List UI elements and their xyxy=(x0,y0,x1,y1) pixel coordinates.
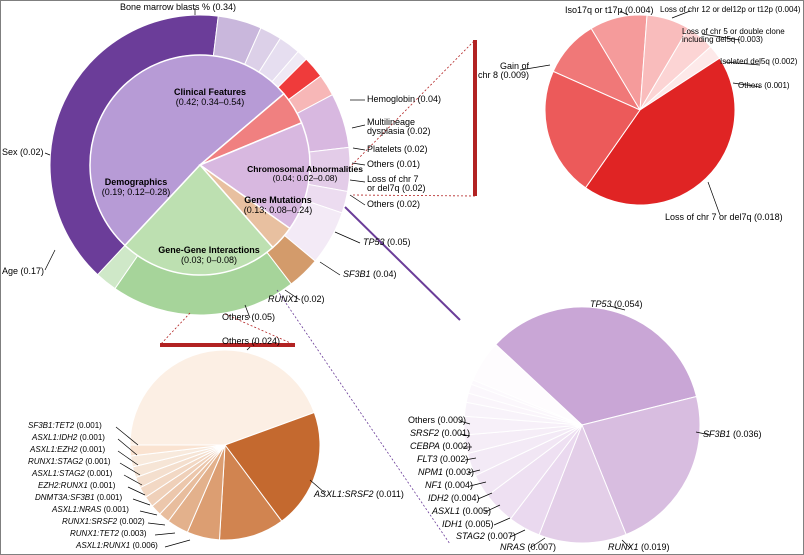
lbl-age: Age (0.17) xyxy=(2,267,44,277)
lbl-i-ezh2-runx1: EZH2:RUNX1 (0.001) xyxy=(38,482,115,491)
lbl-chrom: Chromosomal Abnormalities(0.04; 0.02–0.0… xyxy=(240,165,370,184)
lbl-hemoglobin: Hemoglobin (0.04) xyxy=(367,95,441,105)
lbl-c-loss5: Loss of chr 5 or double cloneincluding d… xyxy=(682,28,785,45)
lbl-runx1: RUNX1 (0.02) xyxy=(268,295,325,305)
lbl-g-cebpa: CEBPA (0.002) xyxy=(410,442,471,452)
lbl-genegene: Gene-Gene Interactions(0.03; 0–0.08) xyxy=(144,246,274,266)
lbl-g-flt3: FLT3 (0.002) xyxy=(417,455,468,465)
lbl-g-sf3b1: SF3B1 (0.036) xyxy=(703,430,762,440)
leader xyxy=(140,511,157,515)
lbl-g-asxl1: ASXL1 (0.005) xyxy=(432,507,491,517)
leader xyxy=(350,195,365,205)
lbl-c-others: Others (0.001) xyxy=(738,82,790,91)
lbl-c-loss12: Loss of chr 12 or del12p or t12p (0.004) xyxy=(660,6,801,15)
lbl-i-asxl-stag2: ASXL1:STAG2 (0.001) xyxy=(32,470,112,479)
leader xyxy=(494,518,510,525)
lbl-i-runx-stag2: RUNX1:STAG2 (0.001) xyxy=(28,458,111,467)
lbl-c-gain8: Gain ofchr 8 (0.009) xyxy=(478,62,529,81)
lbl-g-idh2: IDH2 (0.004) xyxy=(428,494,480,504)
leader xyxy=(320,262,340,275)
lbl-i-asxl-srsf2: ASXL1:SRSF2 (0.011) xyxy=(314,490,404,500)
lbl-i-runx-tet2: RUNX1:TET2 (0.003) xyxy=(70,530,146,539)
lbl-g-runx1: RUNX1 (0.019) xyxy=(608,543,670,553)
lbl-i-dnmt-sf3b1: DNMT3A:SF3B1 (0.001) xyxy=(35,494,122,503)
leader xyxy=(165,540,190,547)
lbl-others3: Others (0.05) xyxy=(222,313,275,323)
lbl-multilineage: Multilineagedysplasia (0.02) xyxy=(367,118,431,137)
lbl-i-asxl-idh2: ASXL1:IDH2 (0.001) xyxy=(32,434,105,443)
lbl-others2: Others (0.02) xyxy=(367,200,420,210)
lbl-others1: Others (0.01) xyxy=(367,160,420,170)
connector xyxy=(345,207,460,320)
connector xyxy=(353,195,475,196)
lbl-g-srsf2: SRSF2 (0.001) xyxy=(410,429,470,439)
lbl-platelets: Platelets (0.02) xyxy=(367,145,428,155)
lbl-clinical: Clinical Features(0.42; 0.34–0.54) xyxy=(150,88,270,108)
lbl-g-nf1: NF1 (0.004) xyxy=(425,481,473,491)
leader xyxy=(353,148,365,150)
leader xyxy=(155,533,175,535)
lbl-loss7: Loss of chr 7or del7q (0.02) xyxy=(367,175,426,194)
lbl-bone-marrow: Bone marrow blasts % (0.34) xyxy=(120,3,236,13)
lbl-i-runx-srsf2: RUNX1:SRSF2 (0.002) xyxy=(62,518,145,527)
lbl-tp53: TP53 (0.05) xyxy=(363,238,411,248)
leader xyxy=(335,232,360,243)
lbl-g-nras: NRAS (0.007) xyxy=(500,543,556,553)
lbl-sf3b1: SF3B1 (0.04) xyxy=(343,270,397,280)
lbl-sex: Sex (0.02) xyxy=(2,148,44,158)
lbl-i-others: Others (0.024) xyxy=(222,337,280,347)
lbl-g-stag2: STAG2 (0.007) xyxy=(456,532,516,542)
lbl-i-sf3b1-tet2: SF3B1:TET2 (0.001) xyxy=(28,422,102,431)
connector xyxy=(160,313,190,345)
lbl-g-npm1: NPM1 (0.003) xyxy=(418,468,474,478)
leader xyxy=(45,153,50,155)
lbl-i-asxl-nras: ASXL1:NRAS (0.001) xyxy=(52,506,129,515)
lbl-g-idh1: IDH1 (0.005) xyxy=(442,520,494,530)
leader xyxy=(352,125,365,128)
lbl-g-others: Others (0.009) xyxy=(408,416,466,426)
lbl-i-asxl-ezh2: ASXL1:EZH2 (0.001) xyxy=(30,446,105,455)
lbl-c-isodel5: Isolated del5q (0.002) xyxy=(720,58,797,67)
lbl-genemut: Gene Mutations(0.13; 0.08–0.24) xyxy=(228,196,328,216)
lbl-c-iso17: Iso17q or t17p (0.004) xyxy=(565,6,654,16)
leader xyxy=(45,250,55,270)
leader xyxy=(148,523,165,525)
lbl-g-tp53: TP53 (0.054) xyxy=(590,300,643,310)
lbl-i-asxl-runx1: ASXL1:RUNX1 (0.006) xyxy=(76,542,158,551)
lbl-demo: Demographics(0.19; 0.12–0.28) xyxy=(86,178,186,198)
lbl-c-loss7: Loss of chr 7 or del7q (0.018) xyxy=(665,213,783,223)
leader xyxy=(708,182,720,215)
charts-svg xyxy=(0,0,804,555)
